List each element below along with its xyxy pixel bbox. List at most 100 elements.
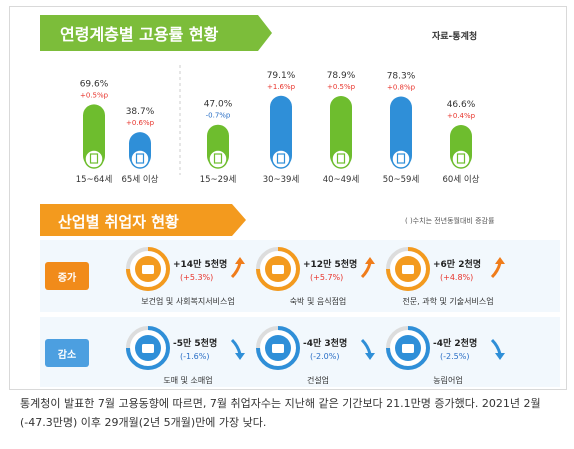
bar-change-label: +0.8%p [387,84,416,92]
source-label: 자료-통계청 [432,30,477,42]
industry-name: 전문, 과학 및 기술서비스업 [402,296,493,306]
arrow-down-head [235,353,245,360]
ring-progress [126,247,170,291]
infographic-frame: 연령계층별 고용률 현황 자료-통계청 69.6% +0.5%p 15~64세 38.… [9,6,567,390]
worker-icon-document [89,153,99,164]
industry-name: 도매 및 소매업 [163,375,212,385]
arrow-up-head [495,257,505,264]
increase-section-bg [40,240,560,312]
header-age-banner [40,15,272,51]
worker-icon [451,149,471,169]
bar-value-label: 79.1% [267,71,296,81]
bar-change-label: +1.6%p [267,83,296,91]
header-age-title: 연령계층별 고용률 현황 [60,25,219,44]
bar [330,95,352,167]
industry-rate: (+5.3%) [180,273,213,282]
bar-change-label: +0.4%p [447,112,476,120]
bar [390,96,412,167]
industry-rate: (+4.8%) [440,273,473,282]
worker-icon-document [213,153,223,164]
industry-item: -5만 5천명 (-1.6%) 도매 및 소매업 [126,326,245,385]
bar-change-label: +0.6%p [126,119,155,127]
industry-note: ( )수치는 전년동월대비 증감률 [405,216,495,225]
bar-category-label: 40~49세 [323,175,360,185]
medical-kit-icon-glyph [142,265,154,274]
arrow-down-icon [230,338,242,355]
ring-progress [126,326,170,370]
bar-value-label: 46.6% [447,100,476,110]
increase-badge-label: 증가 [58,271,77,284]
industry-rate: (+5.7%) [310,273,343,282]
excavator-icon-glyph [272,344,284,353]
industry-item: -4만 3천명 (-2.0%) 건설업 [256,326,375,385]
arrow-up-head [365,257,375,264]
industry-layer: +14만 5천명 (+5.3%) 보건업 및 사회복지서비스업 +12만 5천명 (+5… [126,247,505,385]
decrease-badge-label: 감소 [58,349,76,361]
ring-progress [386,247,430,291]
industry-rate: (-2.5%) [440,352,469,361]
bar-group: 47.0% -0.7%p 15~29세 [200,100,237,185]
arrow-up-icon [360,262,372,279]
bar-change-label: -0.7%p [206,112,231,120]
bar-change-label: +0.5%p [80,91,109,99]
bar-value-label: 78.9% [327,71,356,81]
infographic-svg: 연령계층별 고용률 현황 자료-통계청 69.6% +0.5%p 15~64세 38.… [40,15,560,387]
industry-amount: +14만 5천명 [173,258,227,270]
arrow-down-icon [490,338,502,355]
arrow-up-icon [490,262,502,279]
bar-group: 38.7% +0.6%p 65세 이상 [122,107,159,185]
industry-amount: +6만 2천명 [433,258,481,270]
bar-category-label: 65세 이상 [122,174,159,185]
bar-category-label: 60세 이상 [443,174,480,185]
decrease-badge [45,339,89,367]
bars-layer: 69.6% +0.5%p 15~64세 38.7% +0.6%p 65세 이상 47.0% -… [76,71,480,185]
bar-group: 78.3% +0.8%p 50~59세 [383,72,420,185]
decrease-section-bg [40,317,560,387]
bar [270,95,292,167]
bar-value-label: 47.0% [204,100,233,110]
bar-category-label: 50~59세 [383,175,420,185]
industry-name: 건설업 [307,375,329,385]
arrow-down-head [365,353,375,360]
industry-name: 보건업 및 사회복지서비스업 [141,296,234,306]
industry-name: 농림어업 [433,375,462,385]
article-caption: 통계청이 발표한 7월 고용동향에 따르면, 7월 취업자수는 지난해 같은 기… [20,397,541,429]
worker-icon [331,149,351,169]
industry-amount: +12만 5천명 [303,258,357,270]
worker-icon-document [135,153,145,164]
ring-progress [386,326,430,370]
worker-icon [271,149,291,169]
ring-progress [256,247,300,291]
bar-category-label: 30~39세 [263,175,300,185]
industry-amount: -4만 2천명 [433,337,477,349]
ring-progress [256,326,300,370]
bar-group: 78.9% +0.5%p 40~49세 [323,71,360,185]
arrow-down-head [495,353,505,360]
bar-category-label: 15~29세 [200,175,237,185]
industry-name: 숙박 및 음식점업 [290,296,347,306]
industry-rate: (-2.0%) [310,352,339,361]
bar-change-label: +0.5%p [327,83,356,91]
bar-group: 46.6% +0.4%p 60세 이상 [443,100,480,185]
arrow-down-icon [360,338,372,355]
industry-item: -4만 2천명 (-2.5%) 농림어업 [386,326,505,385]
wheat-icon-glyph [402,344,414,353]
arrow-up-icon [230,262,242,279]
industry-item: +6만 2천명 (+4.8%) 전문, 과학 및 기술서비스업 [386,247,505,306]
worker-icon-document [276,153,286,164]
shopping-basket-icon-glyph [142,344,154,353]
arrow-up-head [235,257,245,264]
worker-icon-document [336,153,346,164]
dining-icon-glyph [272,265,284,274]
worker-icon [130,149,150,169]
bar-value-label: 78.3% [387,72,416,82]
industry-amount: -5만 5천명 [173,337,217,349]
industry-item: +12만 5천명 (+5.7%) 숙박 및 음식점업 [256,247,375,306]
header-industry-banner [40,204,246,236]
industry-rate: (-1.6%) [180,352,209,361]
bar-value-label: 38.7% [126,107,155,117]
industry-amount: -4만 3천명 [303,337,347,349]
bar-group: 69.6% +0.5%p 15~64세 [76,79,113,185]
worker-icon [84,149,104,169]
industry-item: +14만 5천명 (+5.3%) 보건업 및 사회복지서비스업 [126,247,245,306]
